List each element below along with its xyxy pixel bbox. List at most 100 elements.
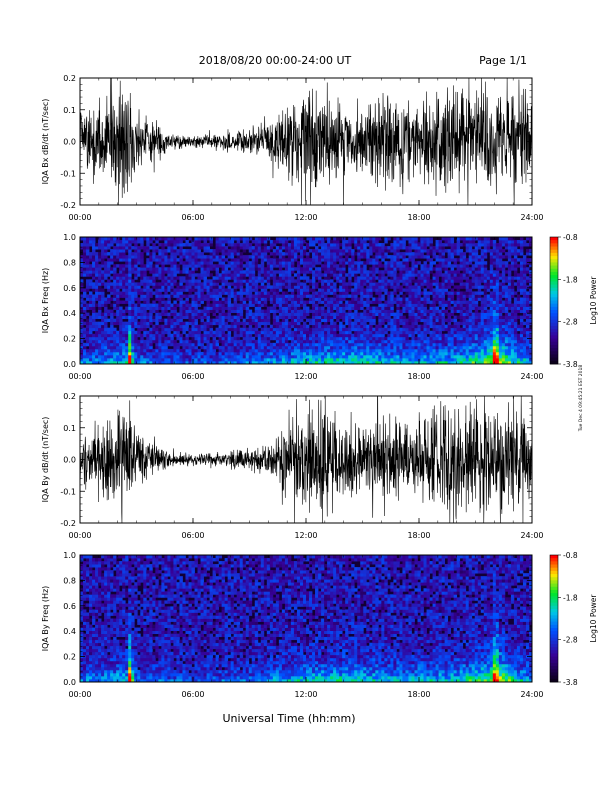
spectrogram-cell xyxy=(309,240,313,244)
spectrogram-cell xyxy=(233,288,238,292)
spectrogram-cell xyxy=(146,318,150,323)
spectrogram-cell xyxy=(296,273,301,277)
spectrogram-cell xyxy=(387,249,391,253)
spectrogram-cell xyxy=(269,300,274,304)
spectrogram-cell xyxy=(336,252,340,256)
spectrogram-cell xyxy=(281,294,286,298)
spectrogram-cell xyxy=(462,351,467,356)
spectrogram-cell xyxy=(269,342,274,347)
spectrogram-cell xyxy=(200,321,204,326)
spectrogram-cell xyxy=(188,312,192,317)
spectrogram-cell xyxy=(146,312,150,317)
spectrogram-cell xyxy=(384,300,388,304)
spectrogram-cell xyxy=(197,252,201,256)
spectrogram-cell xyxy=(149,351,153,356)
spectrogram-cell xyxy=(83,357,87,362)
spectrogram-cell xyxy=(95,273,99,277)
spectrogram-cell xyxy=(302,252,307,256)
spectrogram-cell xyxy=(272,354,277,359)
spectrogram-cell xyxy=(173,264,177,268)
spectrogram-cell xyxy=(290,345,295,350)
spectrogram-cell xyxy=(92,333,96,338)
spectrogram-cell xyxy=(423,255,427,259)
spectrogram-cell xyxy=(218,279,223,283)
spectrogram-cell xyxy=(95,276,99,280)
spectrogram-cell xyxy=(248,360,253,365)
spectrogram-cell xyxy=(411,357,415,362)
spectrogram-cell xyxy=(429,345,433,350)
spectrogram-cell xyxy=(251,321,256,326)
spectrogram-cell xyxy=(236,312,241,317)
spectrogram-cell xyxy=(414,303,418,307)
spectrogram-cell xyxy=(104,345,108,350)
spectrogram-cell xyxy=(336,294,340,298)
spectrogram-cell xyxy=(287,249,292,253)
spectrogram-cell xyxy=(435,288,439,292)
spectrogram-cell xyxy=(330,255,334,259)
spectrogram-cell xyxy=(233,237,238,241)
spectrogram-cell xyxy=(104,300,108,304)
spectrogram-cell xyxy=(306,261,310,265)
spectrogram-cell xyxy=(339,270,343,274)
spectrogram-cell xyxy=(450,243,455,247)
spectrogram-cell xyxy=(414,264,418,268)
spectrogram-cell xyxy=(435,342,439,347)
spectrogram-cell xyxy=(185,315,189,320)
spectrogram-cell xyxy=(399,354,403,359)
spectrogram-cell xyxy=(260,318,265,323)
spectrogram-cell xyxy=(248,321,253,326)
spectrogram-cell xyxy=(312,294,316,298)
spectrogram-cell xyxy=(92,336,96,341)
spectrogram-cell xyxy=(272,288,277,292)
spectrogram-cell xyxy=(354,354,358,359)
spectrogram-cell xyxy=(306,336,310,341)
spectrogram-cell xyxy=(239,258,244,262)
spectrogram-cell xyxy=(230,246,235,250)
spectrogram-cell xyxy=(275,339,280,344)
spectrogram-cell xyxy=(423,312,427,317)
spectrogram-cell xyxy=(200,288,204,292)
spectrogram-cell xyxy=(345,342,349,347)
spectrogram-cell xyxy=(342,258,346,262)
spectrogram-cell xyxy=(287,333,292,338)
spectrogram-cell xyxy=(435,357,439,362)
spectrogram-cell xyxy=(107,345,111,350)
spectrogram-cell xyxy=(441,243,446,247)
spectrogram-cell xyxy=(158,336,162,341)
spectrogram-cell xyxy=(471,270,476,274)
spectrogram-cell xyxy=(191,255,195,259)
spectrogram-cell xyxy=(450,249,455,253)
spectrogram-cell xyxy=(116,354,120,359)
spectrogram-cell xyxy=(110,342,114,347)
spectrogram-cell xyxy=(215,342,220,347)
spectrogram-cell xyxy=(468,336,473,341)
spectrogram-cell xyxy=(287,351,292,356)
spectrogram-cell xyxy=(122,252,126,256)
spectrogram-cell xyxy=(372,312,376,317)
spectrogram-cell xyxy=(266,357,271,362)
spectrogram-cell xyxy=(447,324,452,329)
spectrogram-cell xyxy=(345,354,349,359)
spectrogram-cell xyxy=(330,270,334,274)
spectrogram-cell xyxy=(257,333,262,338)
spectrogram-cell xyxy=(417,261,421,265)
spectrogram-cell xyxy=(113,267,117,271)
spectrogram-cell xyxy=(89,324,93,329)
spectrogram-cell xyxy=(309,354,313,359)
spectrogram-cell xyxy=(315,267,319,271)
spectrogram-cell xyxy=(179,300,183,304)
spectrogram-cell xyxy=(293,351,298,356)
spectrogram-cell xyxy=(245,306,250,310)
spectrogram-cell xyxy=(266,279,271,283)
spectrogram-cell xyxy=(360,315,364,320)
spectrogram-cell xyxy=(206,309,210,313)
spectrogram-cell xyxy=(411,321,415,326)
spectrogram-cell xyxy=(227,252,232,256)
spectrogram-cell xyxy=(95,303,99,307)
spectrogram-cell xyxy=(128,279,132,283)
spectrogram-cell xyxy=(182,270,186,274)
spectrogram-cell xyxy=(372,237,376,241)
spectrogram-cell xyxy=(215,357,220,362)
spectrogram-cell xyxy=(447,273,452,277)
spectrogram-cell xyxy=(104,318,108,323)
